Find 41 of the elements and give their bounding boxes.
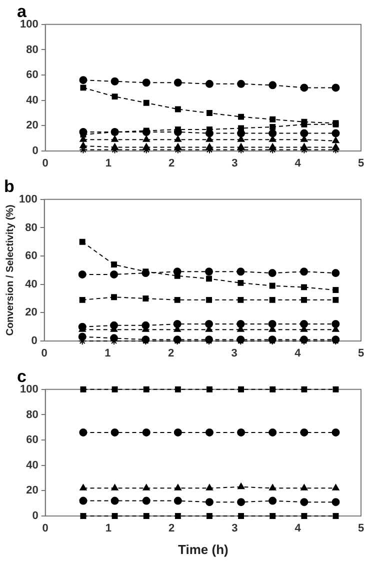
y-tick-label: 20 [26, 120, 38, 132]
y-tick-label: 20 [25, 306, 38, 319]
x-tick-label: 5 [358, 158, 364, 170]
x-tick-label: 4 [294, 158, 302, 170]
x-tick-label: 1 [105, 158, 112, 170]
x-tick-label: 1 [104, 348, 111, 360]
y-tick-label: 60 [26, 69, 38, 82]
chart-title: a [17, 2, 27, 21]
x-tick-label: 5 [358, 348, 364, 360]
y-tick-label: 80 [26, 44, 38, 56]
x-tick-label: 2 [168, 348, 174, 360]
x-tick-label: 0 [41, 348, 48, 360]
x-tick-label: 0 [42, 158, 48, 170]
chart-title: b [4, 176, 14, 196]
x-tick-label: 2 [168, 158, 175, 170]
y-tick-label: 0 [31, 335, 38, 348]
x-tick-label: 2 [168, 522, 175, 535]
x-tick-label: 0 [42, 522, 48, 535]
y-tick-label: 60 [25, 250, 38, 262]
y-tick-label: 0 [32, 510, 38, 522]
y-tick-label: 40 [25, 278, 38, 290]
y-tick-label: 0 [32, 145, 38, 158]
y-tick-label: 20 [26, 484, 38, 497]
chart-title: c [17, 366, 26, 386]
y-tick-label: 100 [20, 383, 38, 396]
x-tick-label: 3 [232, 158, 238, 170]
y-tick-label: 60 [26, 434, 38, 446]
y-tick-label: 80 [25, 222, 38, 234]
x-tick-label: 4 [294, 348, 302, 360]
x-tick-label: 3 [232, 522, 238, 535]
x-tick-label: 5 [358, 522, 364, 535]
y-tick-label: 100 [18, 193, 38, 206]
x-axis-title: Time (h) [178, 542, 228, 558]
y-tick-label: 40 [26, 459, 38, 472]
x-tick-label: 4 [294, 522, 302, 535]
y-tick-label: 80 [26, 408, 38, 421]
y-tick-label: 100 [20, 18, 38, 30]
y-tick-label: 40 [26, 94, 38, 106]
y-axis-title: Conversion / Selectivity (%) [4, 204, 16, 336]
x-tick-label: 3 [231, 348, 238, 360]
x-tick-label: 1 [105, 522, 112, 535]
